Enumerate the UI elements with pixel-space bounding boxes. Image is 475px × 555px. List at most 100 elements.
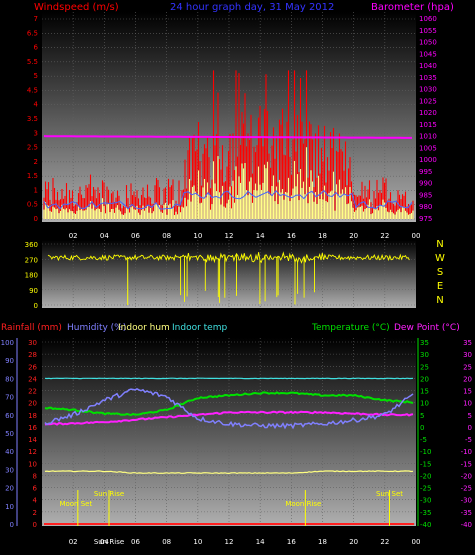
- dew-tick-5: 5: [468, 412, 472, 420]
- wind-hour-22: 22: [380, 232, 389, 240]
- temperature-time-axis: 02 04 06 08 10 12 14 16 18 20 22 00 Sun Rise: [69, 538, 421, 546]
- temperature-series: [44, 377, 414, 525]
- humidity-title: Humidity (%): [67, 323, 126, 333]
- wind-tick-2: 2: [34, 158, 38, 166]
- rain-tick-24: 24: [28, 375, 37, 383]
- dew-tick--35: -35: [461, 509, 472, 517]
- rain-tick-14: 14: [28, 436, 37, 444]
- rain-title: Rainfall (mm): [1, 323, 62, 333]
- baro-tick-1050: 1050: [419, 39, 437, 47]
- temp-hour-08: 08: [162, 538, 171, 546]
- dew-tick-35: 35: [463, 339, 472, 347]
- baro-tick-1045: 1045: [419, 50, 437, 58]
- temp-tick-25: 25: [420, 363, 429, 371]
- dew-tick-15: 15: [463, 388, 472, 396]
- wind-tick-2.5: 2.5: [27, 144, 38, 152]
- dir-tick-0: 0: [34, 302, 38, 310]
- temp-hour-20: 20: [349, 538, 358, 546]
- wind-tick-4: 4: [34, 101, 39, 109]
- baro-tick-1000: 1000: [419, 156, 437, 164]
- baro-tick-980: 980: [419, 203, 432, 211]
- baro-tick-1040: 1040: [419, 62, 437, 70]
- wind-hour-04: 04: [100, 232, 109, 240]
- baro-tick-1020: 1020: [419, 109, 437, 117]
- compass-N-0: N: [436, 239, 443, 250]
- compass-S-2: S: [437, 267, 443, 278]
- temp-tick--35: -35: [420, 509, 431, 517]
- temp-tick--40: -40: [420, 521, 431, 529]
- baro-tick-1015: 1015: [419, 121, 437, 129]
- barometer-axis: 1060 1055 1050 1045 1040 1035 1030 1025 1020 1015…: [419, 15, 437, 223]
- dew-tick--40: -40: [461, 521, 472, 529]
- dew-tick--5: -5: [465, 436, 472, 444]
- direction-line: [47, 251, 410, 264]
- temp-hour-12: 12: [225, 538, 234, 546]
- indoor-hum-title: Indoor hum: [118, 323, 170, 333]
- baro-tick-1060: 1060: [419, 15, 437, 23]
- baro-tick-1055: 1055: [419, 27, 437, 35]
- temp-hour-04: 04: [100, 538, 109, 546]
- temp-hour-06: 06: [131, 538, 140, 546]
- temperature-title: Temperature (°C): [311, 323, 390, 333]
- temp-tick-20: 20: [420, 375, 429, 383]
- dir-tick-270: 270: [25, 256, 38, 264]
- direction-series: [47, 251, 410, 305]
- wind-hour-20: 20: [349, 232, 358, 240]
- graph-title: 24 hour graph day, 31 May 2012: [170, 2, 334, 13]
- wind-tick-7: 7: [34, 15, 38, 23]
- temp-hour-16: 16: [287, 538, 296, 546]
- direction-axis: 360 270 180 90 0: [25, 241, 38, 310]
- humidity-line: [44, 387, 414, 430]
- wind-tick-6.5: 6.5: [27, 29, 38, 37]
- indoor-hum-line: [44, 470, 414, 475]
- compass-W-1: W: [435, 253, 445, 264]
- wind-tick-5: 5: [34, 72, 38, 80]
- rain-tick-22: 22: [28, 388, 37, 396]
- temp-hour-10: 10: [193, 538, 202, 546]
- wind-hour-10: 10: [193, 232, 202, 240]
- temp-tick--20: -20: [420, 472, 431, 480]
- dew-tick-20: 20: [463, 375, 472, 383]
- temp-hour-18: 18: [318, 538, 327, 546]
- wind-tick-1: 1: [34, 186, 38, 194]
- wind-hour-12: 12: [225, 232, 234, 240]
- rain-tick-18: 18: [28, 412, 37, 420]
- barometer-line: [43, 135, 413, 139]
- baro-tick-1010: 1010: [419, 133, 437, 141]
- dew-tick--30: -30: [461, 497, 472, 505]
- event-sun-rise: Sun Rise: [94, 490, 124, 498]
- baro-tick-1035: 1035: [419, 74, 437, 82]
- temp-tick-35: 35: [420, 339, 429, 347]
- dewpoint-line: [44, 410, 414, 426]
- hum-tick-100: 100: [1, 339, 14, 347]
- wind-hour-08: 08: [162, 232, 171, 240]
- wind-axis: 7 6.5 6 5.5 5 4.5 4 3.5 3 2.5 2 1.5 1 0.5 0: [27, 15, 39, 223]
- compass-E-3: E: [437, 281, 443, 292]
- dew-tick-0: 0: [468, 424, 472, 432]
- rain-tick-26: 26: [28, 363, 37, 371]
- rain-tick-30: 30: [28, 339, 37, 347]
- dew-tick--25: -25: [461, 485, 472, 493]
- baro-tick-1005: 1005: [419, 144, 437, 152]
- dew-tick-30: 30: [463, 351, 472, 359]
- bottom-sun-rise: Sun Rise: [94, 538, 124, 546]
- dew-tick-10: 10: [463, 400, 472, 408]
- baro-tick-1025: 1025: [419, 97, 437, 105]
- rain-tick-4: 4: [33, 497, 38, 505]
- wind-tick-3.5: 3.5: [27, 115, 38, 123]
- temp-tick--25: -25: [420, 485, 431, 493]
- hum-tick-10: 10: [5, 503, 14, 511]
- wind-series: [43, 70, 414, 219]
- dew-tick-25: 25: [463, 363, 472, 371]
- hum-tick-0: 0: [10, 521, 14, 529]
- direction-grid: [42, 240, 416, 308]
- hum-tick-50: 50: [5, 430, 14, 438]
- temp-hour-22: 22: [380, 538, 389, 546]
- wind-tick-4.5: 4.5: [27, 86, 38, 94]
- baro-tick-985: 985: [419, 191, 432, 199]
- rain-tick-2: 2: [33, 509, 37, 517]
- dewpoint-title: Dew Point (°C): [394, 323, 460, 333]
